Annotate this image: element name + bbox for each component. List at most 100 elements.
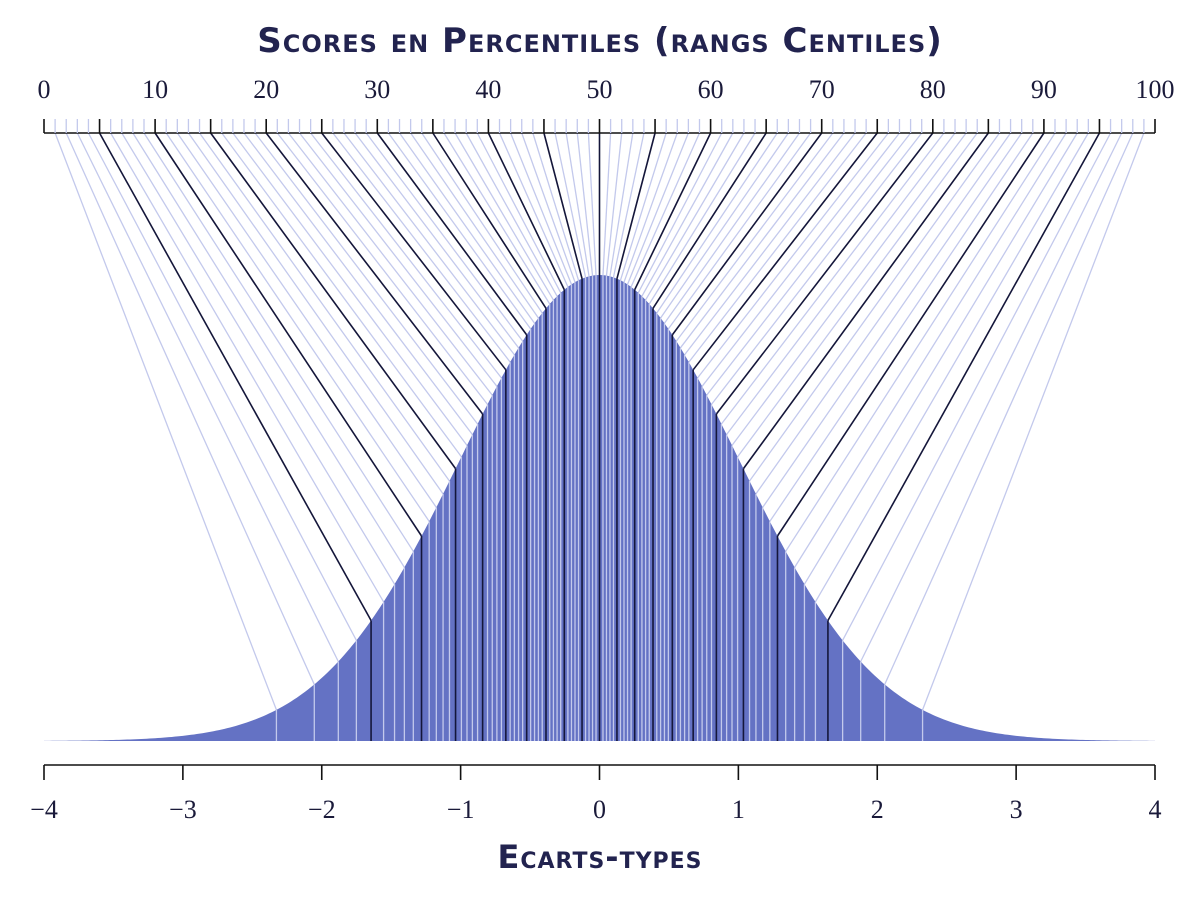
minor-percentile-line <box>587 132 597 276</box>
minor-percentile-line <box>176 132 437 508</box>
minor-percentile-line <box>626 132 689 285</box>
minor-percentile-line <box>860 132 1123 662</box>
minor-percentile-line <box>554 132 587 278</box>
major-percentile-line <box>616 132 656 279</box>
bottom-axis-tick-label: 1 <box>732 795 745 824</box>
minor-percentile-line <box>54 132 278 711</box>
chart-title: Scores en Percentiles (rangs Centiles) <box>257 21 943 61</box>
top-axis-tick-label: 40 <box>475 75 501 104</box>
minor-percentile-line <box>663 132 801 324</box>
minor-percentile-line <box>803 132 1078 585</box>
minor-percentile-line <box>532 132 580 281</box>
minor-percentile-line <box>726 132 956 435</box>
bottom-axis-tick-label: −3 <box>169 795 197 824</box>
bottom-axis-tick-label: −2 <box>308 795 336 824</box>
minor-percentile-line <box>842 132 1112 641</box>
top-axis-tick-label: 70 <box>809 75 835 104</box>
minor-percentile-line <box>443 132 551 305</box>
minor-percentile-line <box>232 132 468 446</box>
minor-percentile-line <box>332 132 511 363</box>
minor-percentile-line <box>410 132 539 319</box>
minor-percentile-line <box>387 132 532 330</box>
minor-percentile-line <box>697 132 889 379</box>
minor-percentile-line <box>605 132 623 276</box>
major-percentile-line <box>742 132 989 470</box>
minor-percentile-line <box>276 132 489 405</box>
major-percentile-line <box>543 132 583 279</box>
major-percentile-line <box>321 132 507 371</box>
minor-percentile-line <box>688 132 867 363</box>
minor-percentile-line <box>310 132 502 379</box>
minor-percentile-line <box>656 132 778 314</box>
x-axis-label: Ecarts-types <box>497 838 702 876</box>
minor-percentile-line <box>814 132 1089 603</box>
minor-percentile-line <box>121 132 396 585</box>
minor-percentile-line <box>645 132 745 301</box>
top-axis-tick-label: 10 <box>142 75 168 104</box>
minor-percentile-line <box>365 132 524 342</box>
minor-percentile-line <box>498 132 569 288</box>
major-percentile-line <box>432 132 547 309</box>
minor-percentile-line <box>706 132 912 396</box>
top-axis-tick-label: 50 <box>587 75 613 104</box>
minor-percentile-line <box>921 132 1145 711</box>
top-axis-tick-label: 100 <box>1136 75 1175 104</box>
major-percentile-line <box>633 132 712 291</box>
minor-percentile-line <box>637 132 723 294</box>
minor-percentile-line <box>465 132 558 297</box>
minor-percentile-line <box>785 132 1056 552</box>
bottom-sd-axis: −4 −3 −2 −1 0 1 2 3 4 <box>30 764 1162 824</box>
major-percentile-line <box>376 132 528 336</box>
minor-percentile-line <box>749 132 1000 482</box>
minor-percentile-line <box>794 132 1067 568</box>
minor-percentile-line <box>87 132 357 641</box>
minor-percentile-line <box>65 132 315 685</box>
top-axis-tick-label: 60 <box>698 75 724 104</box>
minor-percentile-line <box>701 132 900 387</box>
minor-percentile-line <box>762 132 1023 508</box>
major-percentile-line <box>715 132 934 415</box>
bottom-axis-tick-label: 4 <box>1149 795 1162 824</box>
minor-percentile-line <box>731 132 967 446</box>
top-axis-tick-label: 0 <box>38 75 51 104</box>
major-percentile-line <box>652 132 767 309</box>
minor-percentile-line <box>755 132 1012 495</box>
major-percentile-line <box>776 132 1045 537</box>
minor-percentile-line <box>667 132 812 330</box>
minor-percentile-line <box>110 132 385 603</box>
percentile-mapping-lines <box>54 132 1145 711</box>
minor-percentile-line <box>609 132 634 277</box>
minor-percentile-line <box>884 132 1134 685</box>
top-axis-tick-label: 20 <box>253 75 279 104</box>
minor-percentile-line <box>576 132 594 276</box>
bottom-axis-tick-label: 2 <box>871 795 884 824</box>
bottom-axis-tick-label: 3 <box>1010 795 1023 824</box>
minor-percentile-line <box>454 132 554 301</box>
percentile-vertical-lines <box>275 275 924 741</box>
minor-percentile-line <box>521 132 576 283</box>
minor-percentile-line <box>710 132 923 405</box>
major-percentile-line <box>487 132 566 291</box>
minor-percentile-line <box>299 132 498 387</box>
minor-percentile-line <box>243 132 473 435</box>
bottom-axis-tick-label: −1 <box>447 795 475 824</box>
major-percentile-line <box>265 132 484 415</box>
minor-percentile-line <box>619 132 667 281</box>
minor-percentile-line <box>602 132 612 276</box>
minor-percentile-line <box>398 132 536 324</box>
minor-percentile-line <box>421 132 543 314</box>
minor-percentile-line <box>221 132 462 458</box>
top-axis-tick-label: 30 <box>364 75 390 104</box>
minor-percentile-line <box>132 132 405 568</box>
major-percentile-line <box>210 132 457 470</box>
major-percentile-line <box>692 132 878 371</box>
minor-percentile-line <box>675 132 834 342</box>
major-percentile-line <box>98 132 372 621</box>
minor-percentile-line <box>684 132 856 356</box>
major-percentile-line <box>154 132 423 537</box>
minor-percentile-line <box>143 132 414 552</box>
bottom-axis-tick-label: 0 <box>593 795 606 824</box>
minor-percentile-line <box>165 132 430 522</box>
minor-percentile-line <box>76 132 339 662</box>
